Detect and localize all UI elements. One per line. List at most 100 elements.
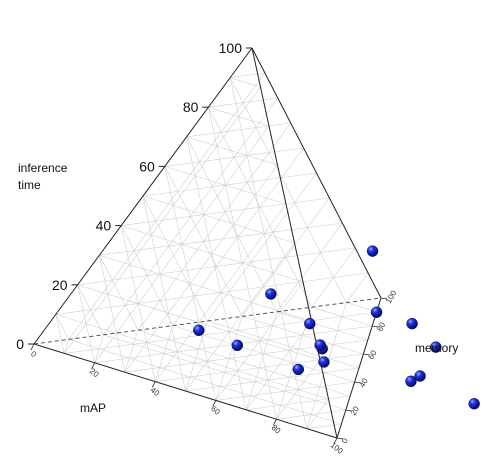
left-grid-line (230, 77, 261, 88)
back-grid-line (230, 72, 265, 78)
back-grid-line (229, 77, 347, 303)
data-point (366, 245, 379, 257)
floor-grid-line (215, 316, 243, 401)
data-point (318, 356, 330, 368)
data-point (468, 398, 480, 410)
data-point (370, 306, 383, 318)
floor-grid-line (276, 311, 368, 341)
edge-layer (33, 47, 382, 439)
back-grid-line (99, 255, 139, 331)
back-grid-line (186, 136, 278, 312)
left-tick-mark (212, 400, 217, 407)
floor-grid-line (64, 311, 377, 354)
vertical-tick-label: 60 (139, 158, 155, 174)
floor-grid-line (124, 330, 139, 373)
back-grid-line (68, 72, 266, 340)
right-tick-label: 100 (384, 288, 399, 305)
back-grid-line (142, 195, 208, 322)
right-tick-mark (336, 437, 344, 440)
back-grid-line (142, 172, 317, 197)
left-grid-line (186, 136, 247, 410)
data-point (430, 341, 442, 353)
left-grid-line (245, 320, 312, 410)
left-tick-mark (273, 419, 277, 426)
left-tick-mark (91, 362, 95, 369)
vertical-tick-label: 100 (219, 40, 243, 56)
grid-layer (55, 72, 377, 429)
back-grid-line (99, 222, 343, 256)
edge-time-front (251, 47, 338, 439)
floor-grid-line (138, 329, 351, 397)
left-grid-line (186, 136, 278, 166)
back-grid-line (276, 222, 343, 312)
right-axis-label: memory (415, 341, 458, 355)
left-grid-line (164, 166, 217, 401)
floor-grid-line (64, 339, 69, 354)
back-grid-line (186, 122, 291, 138)
back-grid-line (77, 284, 104, 335)
back-grid-line (208, 107, 312, 308)
left-grid-line (99, 255, 126, 373)
data-point (406, 317, 418, 330)
floor-grid-line (245, 311, 278, 410)
data-point (265, 288, 277, 300)
point-layer (193, 245, 480, 410)
right-tick-label: 0 (340, 436, 350, 445)
back-grid-line (55, 272, 369, 315)
back-grid-line (55, 314, 69, 340)
floor-grid-line (185, 367, 360, 392)
left-tick-mark (151, 381, 156, 388)
left-grid-line (306, 398, 329, 429)
left-grid-line (208, 107, 277, 420)
edge-time-right (251, 47, 382, 299)
right-tick-label: 40 (358, 376, 371, 389)
vertical-tick-label: 80 (183, 99, 199, 115)
right-tick-mark (363, 353, 370, 356)
floor-grid-line (207, 320, 360, 369)
left-tick-label: 80 (270, 423, 283, 436)
left-tick-label: 40 (149, 385, 162, 398)
vertical-tick-label: 0 (16, 336, 24, 352)
left-tick-mark (333, 437, 338, 445)
floor-grid-line (124, 339, 368, 373)
vertical-axis-label-line2: time (18, 178, 41, 192)
right-tick-mark (345, 409, 352, 412)
back-grid-line (120, 225, 174, 326)
left-grid-line (142, 195, 295, 244)
right-tick-label: 60 (366, 348, 379, 361)
data-point (304, 317, 316, 330)
edge-memory-base (33, 297, 382, 345)
label-layer: inference time mAP memory (18, 161, 458, 415)
left-grid-line (142, 195, 186, 392)
left-tick-mark (30, 343, 35, 351)
left-tick-label: 20 (88, 367, 101, 380)
data-point (231, 339, 243, 351)
data-point (314, 339, 326, 351)
data-point (405, 375, 417, 387)
back-grid-line (207, 172, 317, 322)
edge-mAP (33, 343, 338, 439)
data-point (193, 324, 205, 336)
left-grid-line (120, 225, 156, 382)
left-grid-line (55, 314, 329, 400)
left-tick-label: 0 (29, 349, 39, 359)
left-grid-line (124, 164, 278, 373)
back-grid-line (137, 122, 291, 331)
floor-grid-line (246, 395, 351, 411)
left-grid-line (77, 284, 95, 363)
right-tick-mark (380, 297, 388, 300)
left-axis-label: mAP (80, 401, 106, 415)
back-grid-line (346, 272, 369, 303)
right-tick-mark (354, 381, 361, 384)
right-tick-label: 20 (349, 404, 362, 417)
left-tick-label: 60 (209, 404, 222, 417)
vertical-tick-label: 20 (52, 277, 68, 293)
left-grid-line (55, 314, 65, 354)
floor-grid-line (306, 423, 342, 429)
left-grid-line (185, 242, 295, 392)
data-point (292, 363, 304, 376)
edge-time (33, 47, 253, 345)
